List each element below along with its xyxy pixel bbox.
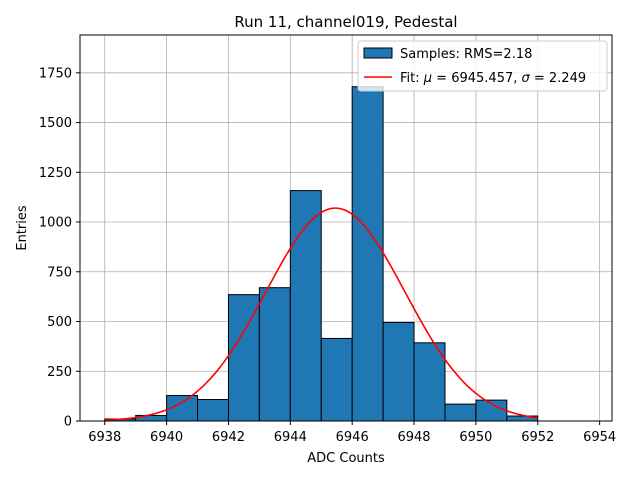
y-tick-label: 1750: [39, 66, 72, 81]
histogram-bar: [413, 342, 446, 422]
y-tick-label: 500: [47, 315, 72, 330]
legend: Samples: RMS=2.18 Fit: μ = 6945.457, σ =…: [357, 40, 608, 92]
x-axis-ticks: 6938 6940 6942 6944 6946 6948 6950 6952 6954: [88, 421, 616, 445]
y-tick-label: 0: [64, 415, 72, 430]
x-tick-label: 6938: [88, 430, 121, 445]
histogram-bar: [320, 337, 353, 422]
legend-fit-label: Fit: μ = 6945.457, σ = 2.249: [400, 71, 586, 86]
plot-frame: [79, 34, 613, 422]
histogram-bar: [289, 190, 322, 422]
histogram-bars: [104, 86, 539, 422]
x-tick-label: 6952: [521, 430, 554, 445]
fit-curve: [104, 207, 538, 421]
histogram-bar: [258, 287, 291, 422]
histogram-bar: [382, 322, 415, 422]
x-axis-label: ADC Counts: [307, 451, 385, 466]
y-tick-label: 1250: [39, 166, 72, 181]
chart-title: Run 11, channel019, Pedestal: [234, 13, 457, 31]
legend-histogram-swatch: [363, 47, 393, 59]
grid-lines: [80, 35, 612, 422]
histogram-bar: [227, 294, 260, 422]
legend-box: [357, 40, 608, 92]
legend-histogram-label: Samples: RMS=2.18: [400, 47, 532, 62]
x-tick-label: 6946: [336, 430, 369, 445]
x-tick-label: 6954: [583, 430, 616, 445]
y-axis-label: Entries: [15, 205, 30, 251]
y-tick-label: 1000: [39, 216, 72, 231]
histogram-bar: [351, 86, 384, 422]
histogram-bar: [197, 399, 229, 422]
y-tick-label: 750: [47, 265, 72, 280]
y-axis-ticks: 0 250 500 750 1000 1250 1500 1750: [39, 66, 80, 430]
y-tick-label: 1500: [39, 116, 72, 131]
x-tick-label: 6948: [397, 430, 430, 445]
x-tick-label: 6950: [459, 430, 492, 445]
x-tick-label: 6940: [150, 430, 183, 445]
x-tick-label: 6944: [274, 430, 307, 445]
x-tick-label: 6942: [212, 430, 245, 445]
y-tick-label: 250: [47, 365, 72, 380]
histogram-bar: [444, 403, 477, 422]
